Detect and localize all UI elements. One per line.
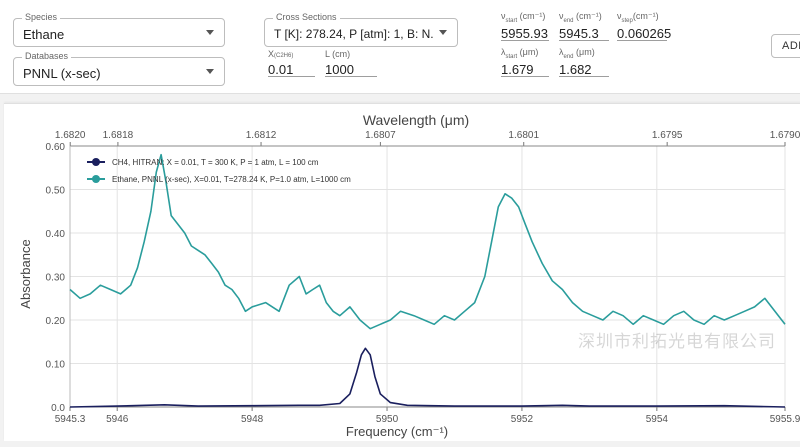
x-tick-label: 5952 — [511, 414, 534, 425]
top-tick-label: 1.6818 — [103, 130, 134, 141]
x-tick-label: 5948 — [241, 414, 264, 425]
legend-entry: Ethane, PNNL (x-sec), X=0.01, T=278.24 K… — [112, 175, 351, 184]
nu-start-field[interactable]: νstart (cm⁻¹) 5955.93 — [501, 11, 549, 41]
mole-fraction-value: 0.01 — [268, 62, 294, 77]
axes: 0.0 0.10 0.20 0.30 0.40 0.50 0.60 5945.3 5946 594… — [46, 130, 800, 425]
grid — [69, 145, 786, 408]
nu-end-label: νend (cm⁻¹) — [559, 11, 602, 24]
species-value: Ethane — [23, 27, 65, 42]
nu-start-value: 5955.93 — [501, 26, 548, 41]
x-tick-label: 5945.3 — [55, 414, 86, 425]
nu-step-label: νstep(cm⁻¹) — [617, 11, 659, 24]
cross-sections-label: Cross Sections — [273, 12, 340, 22]
top-axis-label: Wavelength (μm) — [363, 112, 469, 128]
database-select[interactable]: Databases PNNL (x-sec) — [13, 51, 225, 86]
chart-panel: 0.0 0.10 0.20 0.30 0.40 0.50 0.60 5945.3 5946 594… — [4, 103, 800, 441]
top-tick-label: 1.6807 — [365, 130, 396, 141]
top-tick-label: 1.6801 — [508, 130, 539, 141]
controls-toolbar: Species Ethane Databases PNNL (x-sec) Cr… — [0, 0, 800, 94]
x-tick-label: 5946 — [106, 414, 129, 425]
top-tick-label: 1.6790 — [770, 130, 800, 141]
lambda-end-label: λend (μm) — [559, 47, 595, 60]
mole-fraction-label: X(C2H6) — [268, 49, 294, 59]
cross-sections-value: T [K]: 278.24, P [atm]: 1, B: N... — [274, 27, 434, 41]
y-tick-label: 0.60 — [46, 142, 66, 153]
lambda-start-value: 1.679 — [501, 62, 534, 77]
path-length-field[interactable]: L (cm) 1000 — [325, 49, 377, 77]
y-axis-label: Absorbance — [18, 239, 33, 308]
y-tick-label: 0.10 — [46, 360, 66, 371]
add-button[interactable]: ADD — [771, 34, 800, 58]
nu-step-value: 0.060265 — [617, 26, 672, 41]
lambda-start-label: λstart (μm) — [501, 47, 539, 60]
legend-swatch-marker — [92, 158, 100, 166]
top-tick-label: 1.6820 — [55, 130, 86, 141]
series-line-2 — [69, 153, 786, 330]
top-tick-label: 1.6812 — [246, 130, 277, 141]
chevron-down-icon — [439, 30, 447, 35]
legend-swatch-marker — [92, 175, 100, 183]
series — [69, 153, 786, 408]
database-value: PNNL (x-sec) — [23, 66, 101, 81]
top-tick-label: 1.6795 — [652, 130, 683, 141]
nu-end-value: 5945.3 — [559, 26, 599, 41]
x-axis-label: Frequency (cm⁻¹) — [346, 424, 448, 439]
watermark: 深圳市利拓光电有限公司 — [578, 332, 776, 351]
database-label: Databases — [22, 51, 72, 61]
nu-end-field[interactable]: νend (cm⁻¹) 5945.3 — [559, 11, 609, 41]
nu-step-field[interactable]: νstep(cm⁻¹) 0.060265 — [617, 11, 671, 41]
cross-sections-select[interactable]: Cross Sections T [K]: 278.24, P [atm]: 1… — [264, 12, 458, 47]
absorbance-chart[interactable]: 0.0 0.10 0.20 0.30 0.40 0.50 0.60 5945.3 5946 594… — [4, 104, 800, 442]
y-tick-label: 0.20 — [46, 316, 66, 327]
x-tick-label: 5950 — [376, 414, 399, 425]
lambda-end-field[interactable]: λend (μm) 1.682 — [559, 47, 609, 77]
lambda-start-field[interactable]: λstart (μm) 1.679 — [501, 47, 549, 77]
lambda-end-value: 1.682 — [559, 62, 592, 77]
nu-start-label: νstart (cm⁻¹) — [501, 11, 546, 24]
legend: CH4, HITRAN: X = 0.01, T = 300 K, P = 1 … — [87, 158, 351, 184]
x-tick-label: 5955.9 — [770, 414, 800, 425]
y-tick-label: 0.40 — [46, 229, 66, 240]
path-length-value: 1000 — [325, 62, 354, 77]
species-label: Species — [22, 12, 61, 22]
legend-entry: CH4, HITRAN: X = 0.01, T = 300 K, P = 1 … — [112, 158, 319, 167]
chevron-down-icon — [206, 30, 214, 35]
x-tick-label: 5954 — [646, 414, 669, 425]
y-tick-label: 0.30 — [46, 273, 66, 284]
y-tick-label: 0.50 — [46, 186, 66, 197]
series-line-1 — [69, 347, 786, 408]
y-tick-label: 0.0 — [51, 403, 65, 414]
path-length-label: L (cm) — [325, 49, 351, 59]
species-select[interactable]: Species Ethane — [13, 12, 225, 47]
mole-fraction-field[interactable]: X(C2H6) 0.01 — [268, 49, 315, 77]
chevron-down-icon — [206, 69, 214, 74]
